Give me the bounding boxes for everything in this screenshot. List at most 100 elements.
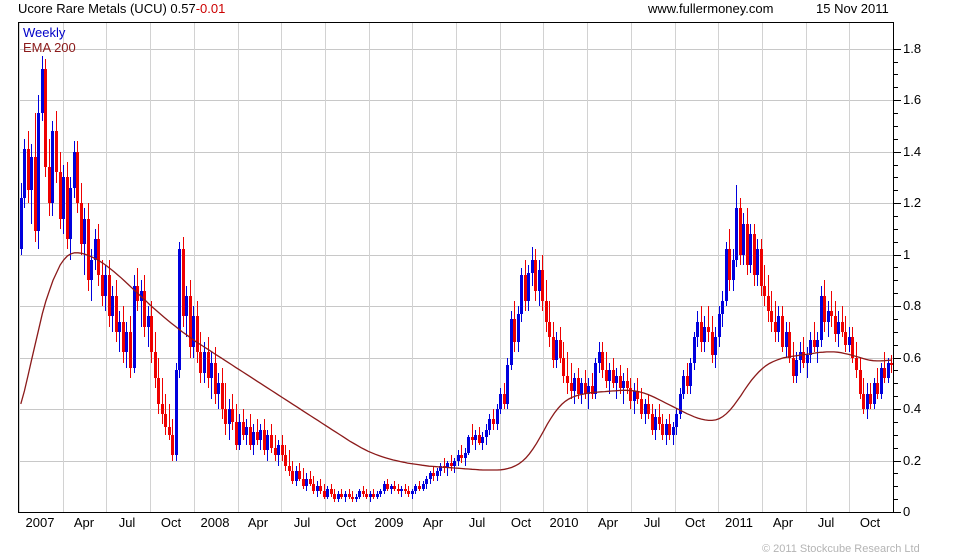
candle-body (640, 398, 643, 415)
gridline-vertical (63, 23, 64, 512)
candle-body (80, 203, 83, 245)
candle-body (742, 223, 745, 255)
header-bar: Ucore Rare Metals (UCU) 0.57-0.01 www.fu… (0, 0, 980, 20)
y-axis-tick (894, 152, 901, 153)
candle-wick (141, 280, 142, 327)
candle-body (587, 385, 590, 394)
candle-body (217, 383, 220, 394)
candle-body (770, 311, 773, 322)
y-axis-minor-tick (894, 216, 898, 217)
y-axis-label: 1.4 (903, 144, 922, 159)
candle-body (411, 491, 414, 494)
candle-wick (345, 491, 346, 502)
y-axis-tick (894, 49, 901, 50)
y-axis-minor-tick (894, 435, 898, 436)
candle-body (168, 427, 171, 435)
candle-body (732, 259, 735, 281)
y-axis-label: 0.6 (903, 350, 922, 365)
y-axis-minor-tick (894, 345, 898, 346)
candle-body (295, 470, 298, 482)
y-axis-minor-tick (894, 267, 898, 268)
x-axis-label: Oct (684, 515, 706, 530)
y-axis-tick (894, 461, 901, 462)
x-axis-label: Apr (73, 515, 95, 530)
candle-body (545, 300, 548, 322)
candle-body (566, 375, 569, 384)
candle-body (252, 432, 255, 446)
candle-body (30, 156, 33, 191)
candle-body (66, 177, 69, 240)
candle-body (548, 321, 551, 337)
candle-body (203, 352, 206, 373)
y-axis-minor-tick (894, 74, 898, 75)
candle-body (718, 313, 721, 337)
candle-body (259, 429, 262, 440)
candle-wick (401, 486, 402, 497)
candle-body (425, 478, 428, 484)
candle-body (746, 223, 749, 265)
candle-body (517, 313, 520, 343)
candle-body (890, 362, 893, 366)
candle-body (689, 362, 692, 386)
candle-body (855, 357, 858, 371)
y-axis-minor-tick (894, 319, 898, 320)
candle-body (157, 378, 160, 404)
candle-body (841, 321, 844, 332)
candle-body (559, 339, 562, 358)
y-axis-label: 0 (903, 504, 911, 519)
candle-body (351, 496, 354, 500)
candle-body (429, 473, 432, 479)
candle-body (143, 290, 146, 327)
x-axis-label: Apr (422, 515, 444, 530)
candle-body (407, 491, 410, 494)
candle-body (654, 416, 657, 430)
candle-body (284, 455, 287, 466)
candle-body (418, 486, 421, 489)
candle-body (636, 391, 639, 399)
candle-body (355, 496, 358, 500)
candle-body (760, 249, 763, 286)
candle-body (830, 311, 833, 317)
y-axis-minor-tick (894, 113, 898, 114)
candle-body (27, 149, 30, 191)
candle-body (199, 352, 202, 373)
gridline-vertical (456, 23, 457, 512)
candle-wick (119, 311, 120, 353)
candle-wick (303, 468, 304, 489)
x-axis-label: Oct (160, 515, 182, 530)
candle-body (859, 370, 862, 394)
candle-body (488, 419, 491, 430)
candle-body (446, 463, 449, 469)
candle-body (73, 151, 76, 188)
y-axis: 0 0.2 0.4 0.6 0.8 1 1.2 1.4 1.6 1.8 (894, 22, 980, 522)
candle-body (365, 493, 368, 497)
plot-border-bottom (18, 512, 894, 513)
x-axis: 2007 Apr Jul Oct 2008 Apr Jul Oct 2009 Apr Jul Oct 2… (18, 515, 898, 539)
y-axis-tick (894, 358, 901, 359)
x-axis-label: Apr (597, 515, 619, 530)
x-axis-label: Oct (335, 515, 357, 530)
candle-body (492, 419, 495, 425)
x-axis-label: Jul (118, 515, 136, 530)
candle-body (876, 383, 879, 394)
candle-body (816, 339, 819, 348)
legend-overlay-ema200: EMA 200 (23, 40, 76, 55)
candle-body (823, 295, 826, 322)
candle-body (48, 167, 51, 204)
candle-body (362, 491, 365, 494)
candle-body (795, 360, 798, 376)
candle-body (763, 285, 766, 296)
candle-body (277, 445, 280, 456)
candle-body (707, 326, 710, 332)
candle-body (87, 218, 90, 281)
candle-body (520, 275, 523, 314)
candle-body (192, 316, 195, 348)
candle-body (534, 259, 537, 291)
candle-body (372, 493, 375, 497)
y-axis-tick (894, 100, 901, 101)
candle-body (175, 370, 178, 456)
candle-body (527, 272, 530, 301)
candle-body (23, 149, 26, 198)
y-axis-minor-tick (894, 422, 898, 423)
